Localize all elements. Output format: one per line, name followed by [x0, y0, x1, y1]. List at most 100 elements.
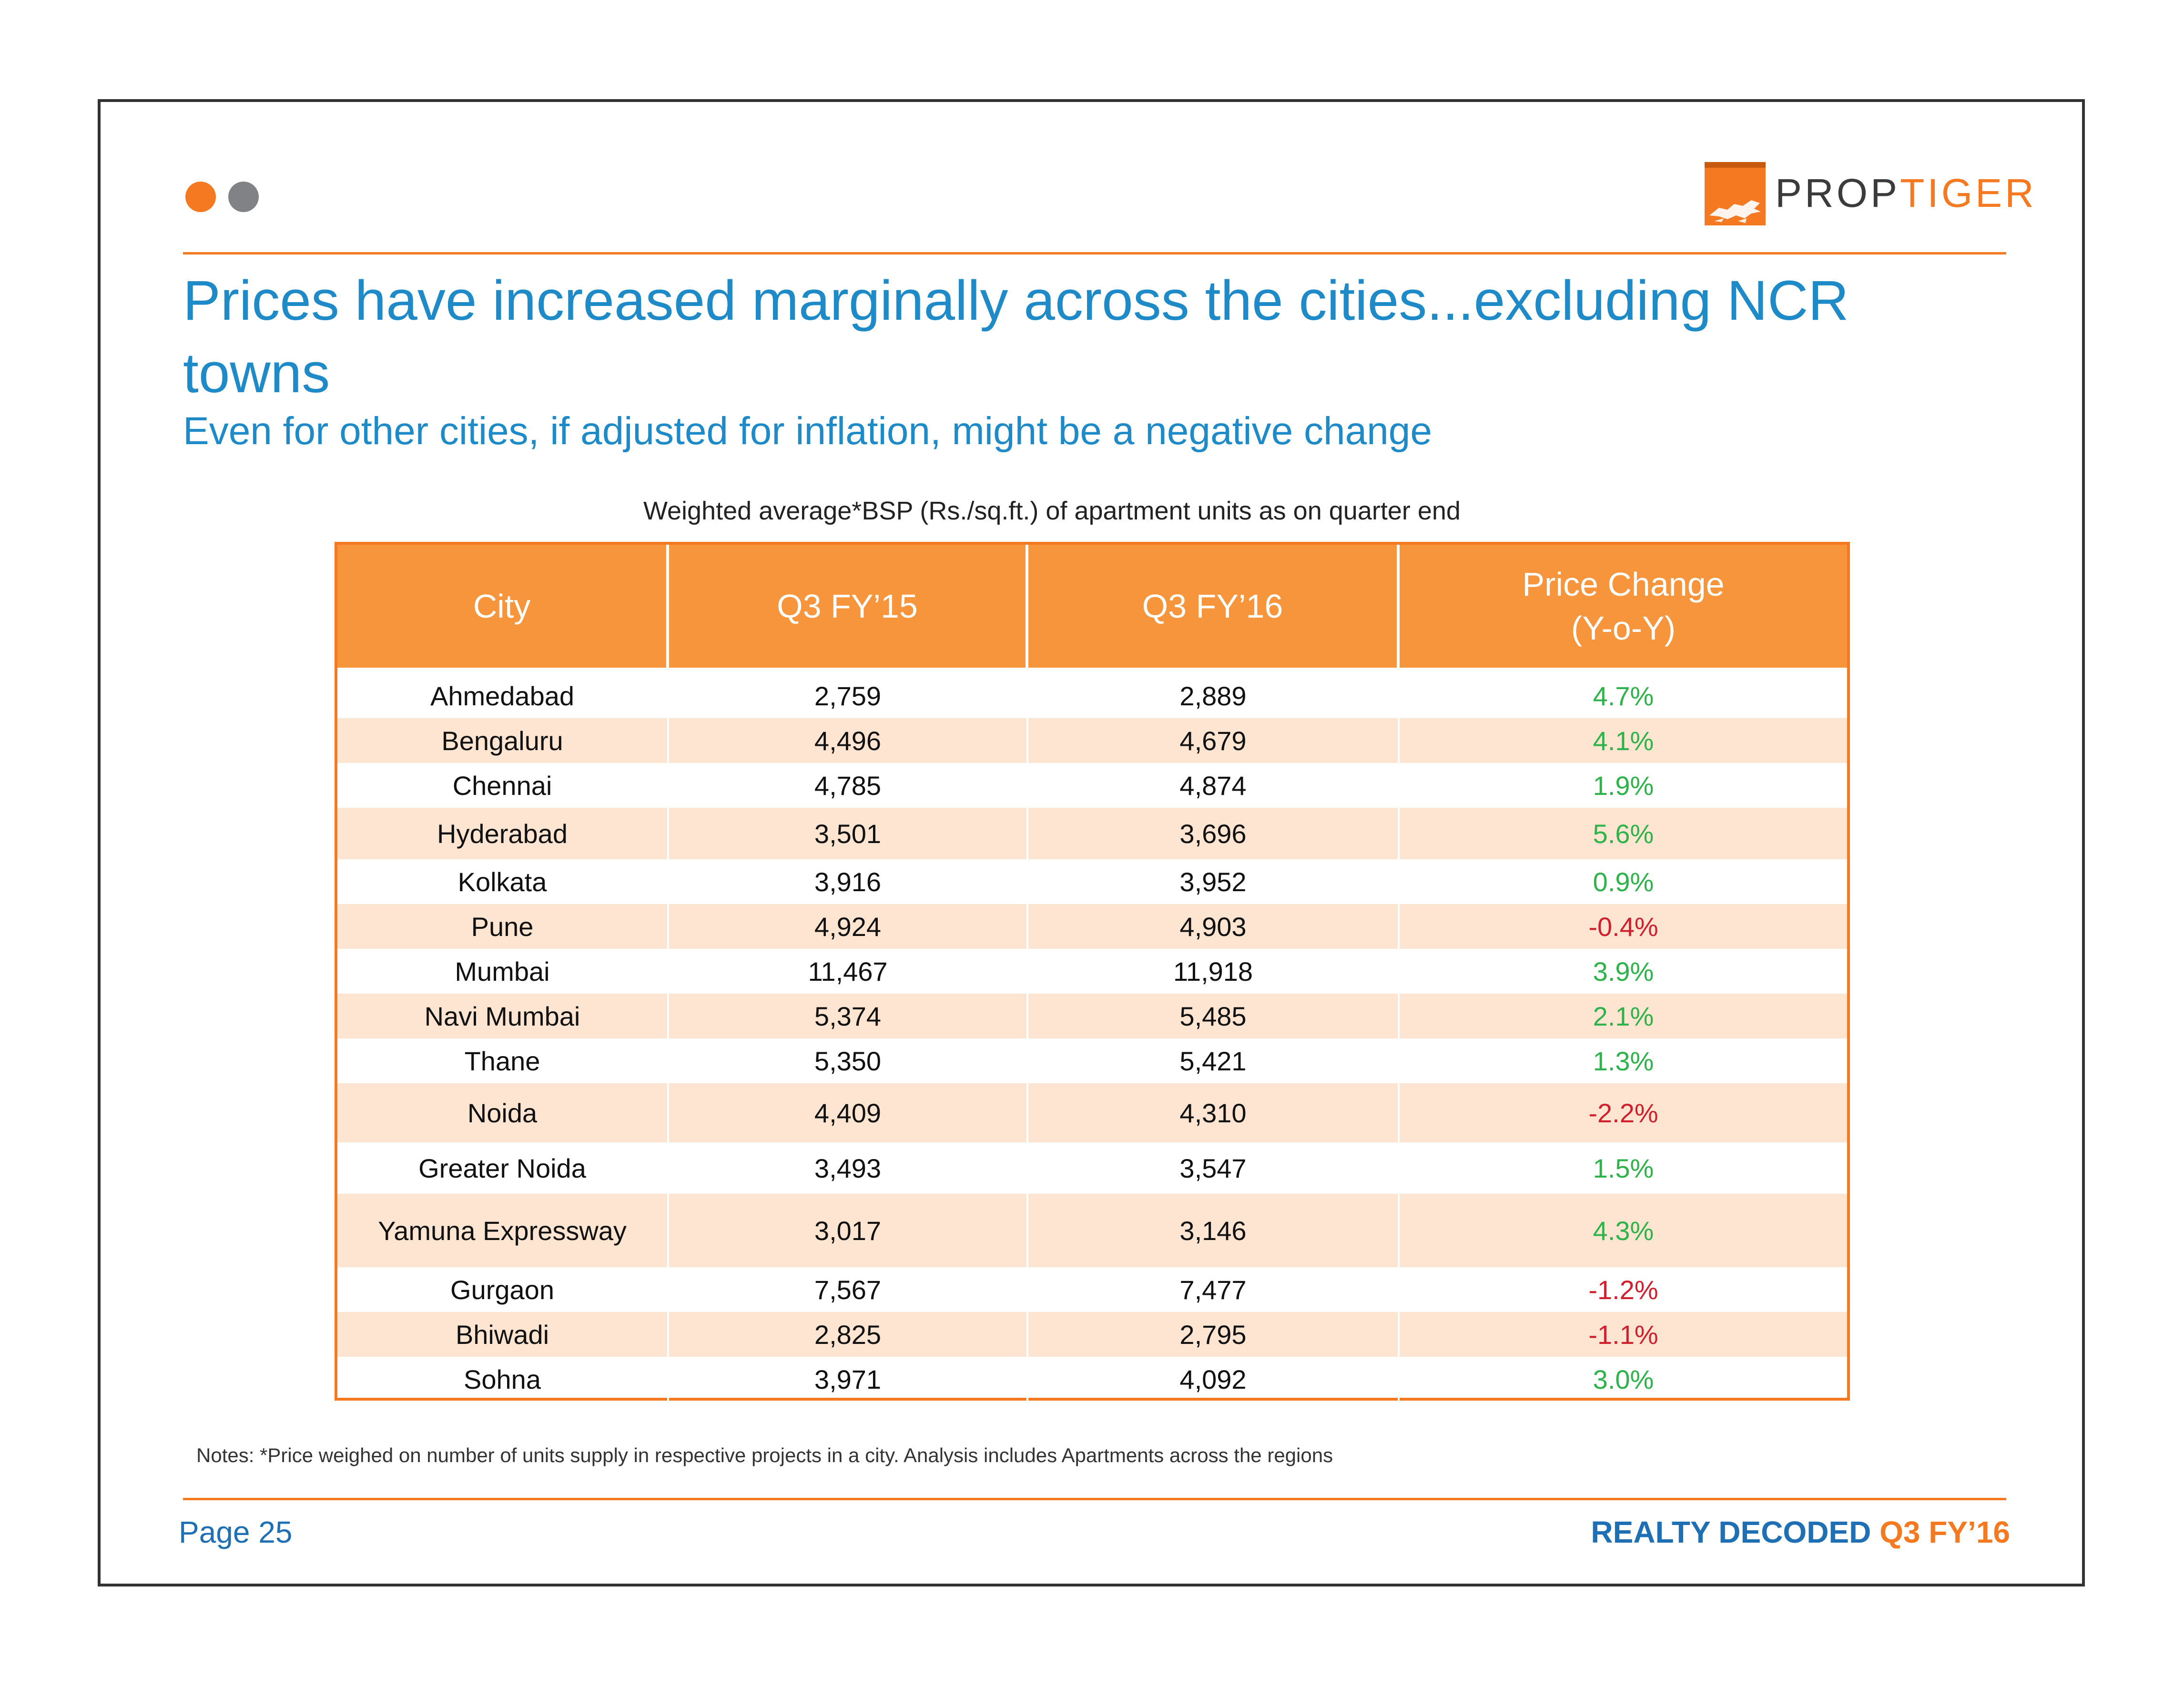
- tiger-logo-icon: [1705, 162, 1766, 225]
- cell-q3fy16: 7,477: [1028, 1267, 1400, 1312]
- orange-dot-icon: [185, 182, 216, 212]
- cell-q3fy16: 4,874: [1028, 763, 1400, 808]
- cell-price-change: 3.9%: [1593, 956, 1654, 986]
- cell-q3fy15: 2,825: [669, 1312, 1028, 1357]
- cell-city: Bhiwadi: [337, 1312, 669, 1357]
- table-body: Ahmedabad 2,759 2,889 4.7% Bengaluru 4,496 4,6…: [337, 668, 1847, 1402]
- cell-q3fy15: 2,759: [669, 673, 1028, 718]
- cell-q3fy15: 7,567: [669, 1267, 1028, 1312]
- cell-q3fy16: 5,421: [1028, 1038, 1400, 1083]
- price-table: City Q3 FY’15 Q3 FY’16 Price Change (Y-o…: [335, 542, 1850, 1402]
- cell-q3fy15: 4,785: [669, 763, 1028, 808]
- header-divider: [183, 252, 2006, 254]
- cell-q3fy16: 5,485: [1028, 994, 1400, 1038]
- cell-q3fy15: 3,916: [669, 859, 1028, 904]
- report-edition: Q3 FY’16: [1879, 1515, 2010, 1549]
- table-row: Bhiwadi 2,825 2,795 -1.1%: [337, 1312, 1847, 1357]
- cell-q3fy15: 3,493: [669, 1142, 1028, 1194]
- cell-q3fy16: 11,918: [1028, 949, 1400, 994]
- cell-q3fy15: 3,971: [669, 1357, 1028, 1402]
- cell-q3fy15: 11,467: [669, 949, 1028, 994]
- cell-city: Sohna: [337, 1357, 669, 1402]
- cell-q3fy15: 4,496: [669, 718, 1028, 763]
- table-row: Kolkata 3,916 3,952 0.9%: [337, 859, 1847, 904]
- cell-city: Chennai: [337, 763, 669, 808]
- cell-q3fy16: 3,696: [1028, 808, 1400, 859]
- cell-price-change: -1.2%: [1588, 1274, 1658, 1305]
- cell-price-change: 1.3%: [1593, 1046, 1654, 1076]
- cell-q3fy15: 3,501: [669, 808, 1028, 859]
- cell-q3fy16: 4,092: [1028, 1357, 1400, 1402]
- table-caption: Weighted average*BSP (Rs./sq.ft.) of apa…: [643, 497, 1461, 525]
- table-row: Yamuna Expressway 3,017 3,146 4.3%: [337, 1194, 1847, 1267]
- table-row: Ahmedabad 2,759 2,889 4.7%: [337, 673, 1847, 718]
- header-city: City: [337, 545, 669, 668]
- table-row: Bengaluru 4,496 4,679 4.1%: [337, 718, 1847, 763]
- cell-price-change: -2.2%: [1588, 1098, 1658, 1128]
- cell-q3fy16: 3,146: [1028, 1194, 1400, 1267]
- cell-q3fy16: 2,889: [1028, 673, 1400, 718]
- header-q3fy16: Q3 FY’16: [1028, 545, 1400, 668]
- cell-city: Bengaluru: [337, 718, 669, 763]
- header-q3fy15: Q3 FY’15: [669, 545, 1028, 668]
- cell-q3fy16: 4,310: [1028, 1083, 1400, 1142]
- page-title: Prices have increased marginally across …: [183, 269, 1849, 405]
- cell-q3fy16: 4,679: [1028, 718, 1400, 763]
- report-name: REALTY DECODED: [1591, 1515, 1871, 1549]
- cell-price-change: -1.1%: [1588, 1319, 1658, 1350]
- cell-q3fy15: 5,350: [669, 1038, 1028, 1083]
- brand-logo-text: PROPTIGER: [1775, 169, 2037, 217]
- cell-q3fy15: 4,409: [669, 1083, 1028, 1142]
- slide-frame: [98, 99, 2085, 1586]
- cell-city: Ahmedabad: [337, 673, 669, 718]
- cell-price-change: -0.4%: [1588, 911, 1658, 942]
- table-row: Thane 5,350 5,421 1.3%: [337, 1038, 1847, 1083]
- cell-price-change: 4.7%: [1593, 681, 1654, 711]
- table-row: Greater Noida 3,493 3,547 1.5%: [337, 1142, 1847, 1194]
- logo-prop-text: PROP: [1775, 171, 1900, 215]
- cell-price-change: 2.1%: [1593, 1001, 1654, 1031]
- cell-city: Mumbai: [337, 949, 669, 994]
- table-row: Navi Mumbai 5,374 5,485 2.1%: [337, 994, 1847, 1038]
- header-price-change: Price Change (Y-o-Y): [1400, 545, 1847, 668]
- cell-price-change: 1.9%: [1593, 770, 1654, 801]
- cell-city: Yamuna Expressway: [337, 1194, 669, 1267]
- cell-city: Greater Noida: [337, 1142, 669, 1194]
- cell-price-change: 5.6%: [1593, 818, 1654, 849]
- cell-city: Noida: [337, 1083, 669, 1142]
- table-row: Gurgaon 7,567 7,477 -1.2%: [337, 1267, 1847, 1312]
- cell-city: Pune: [337, 904, 669, 949]
- report-title: REALTY DECODED Q3 FY’16: [1591, 1511, 2010, 1554]
- cell-q3fy15: 5,374: [669, 994, 1028, 1038]
- cell-city: Thane: [337, 1038, 669, 1083]
- footer-divider: [183, 1498, 2006, 1500]
- cell-city: Gurgaon: [337, 1267, 669, 1312]
- cell-price-change: 4.3%: [1593, 1215, 1654, 1246]
- cell-q3fy15: 3,017: [669, 1194, 1028, 1267]
- header-price-change-line1: Price Change: [1522, 566, 1725, 603]
- page-number: Page 25: [179, 1515, 293, 1549]
- table-row: Noida 4,409 4,310 -2.2%: [337, 1083, 1847, 1142]
- footnote: Notes: *Price weighed on number of units…: [196, 1444, 1333, 1466]
- table-row: Hyderabad 3,501 3,696 5.6%: [337, 808, 1847, 859]
- table-row: Sohna 3,971 4,092 3.0%: [337, 1357, 1847, 1402]
- cell-q3fy16: 2,795: [1028, 1312, 1400, 1357]
- table-header: City Q3 FY’15 Q3 FY’16 Price Change (Y-o…: [337, 545, 1847, 668]
- cell-city: Kolkata: [337, 859, 669, 904]
- page-subtitle: Even for other cities, if adjusted for i…: [183, 409, 1432, 453]
- grey-dot-icon: [228, 182, 259, 212]
- header-price-change-line2: (Y-o-Y): [1571, 610, 1676, 647]
- cell-price-change: 0.9%: [1593, 866, 1654, 897]
- cell-q3fy16: 4,903: [1028, 904, 1400, 949]
- cell-price-change: 1.5%: [1593, 1153, 1654, 1183]
- logo-tiger-text: TIGER: [1900, 171, 2037, 215]
- cell-city: Navi Mumbai: [337, 994, 669, 1038]
- cell-q3fy15: 4,924: [669, 904, 1028, 949]
- cell-city: Hyderabad: [337, 808, 669, 859]
- cell-q3fy16: 3,952: [1028, 859, 1400, 904]
- table-row: Pune 4,924 4,903 -0.4%: [337, 904, 1847, 949]
- table-row: Mumbai 11,467 11,918 3.9%: [337, 949, 1847, 994]
- cell-price-change: 4.1%: [1593, 725, 1654, 756]
- table-row: Chennai 4,785 4,874 1.9%: [337, 763, 1847, 808]
- cell-price-change: 3.0%: [1593, 1364, 1654, 1394]
